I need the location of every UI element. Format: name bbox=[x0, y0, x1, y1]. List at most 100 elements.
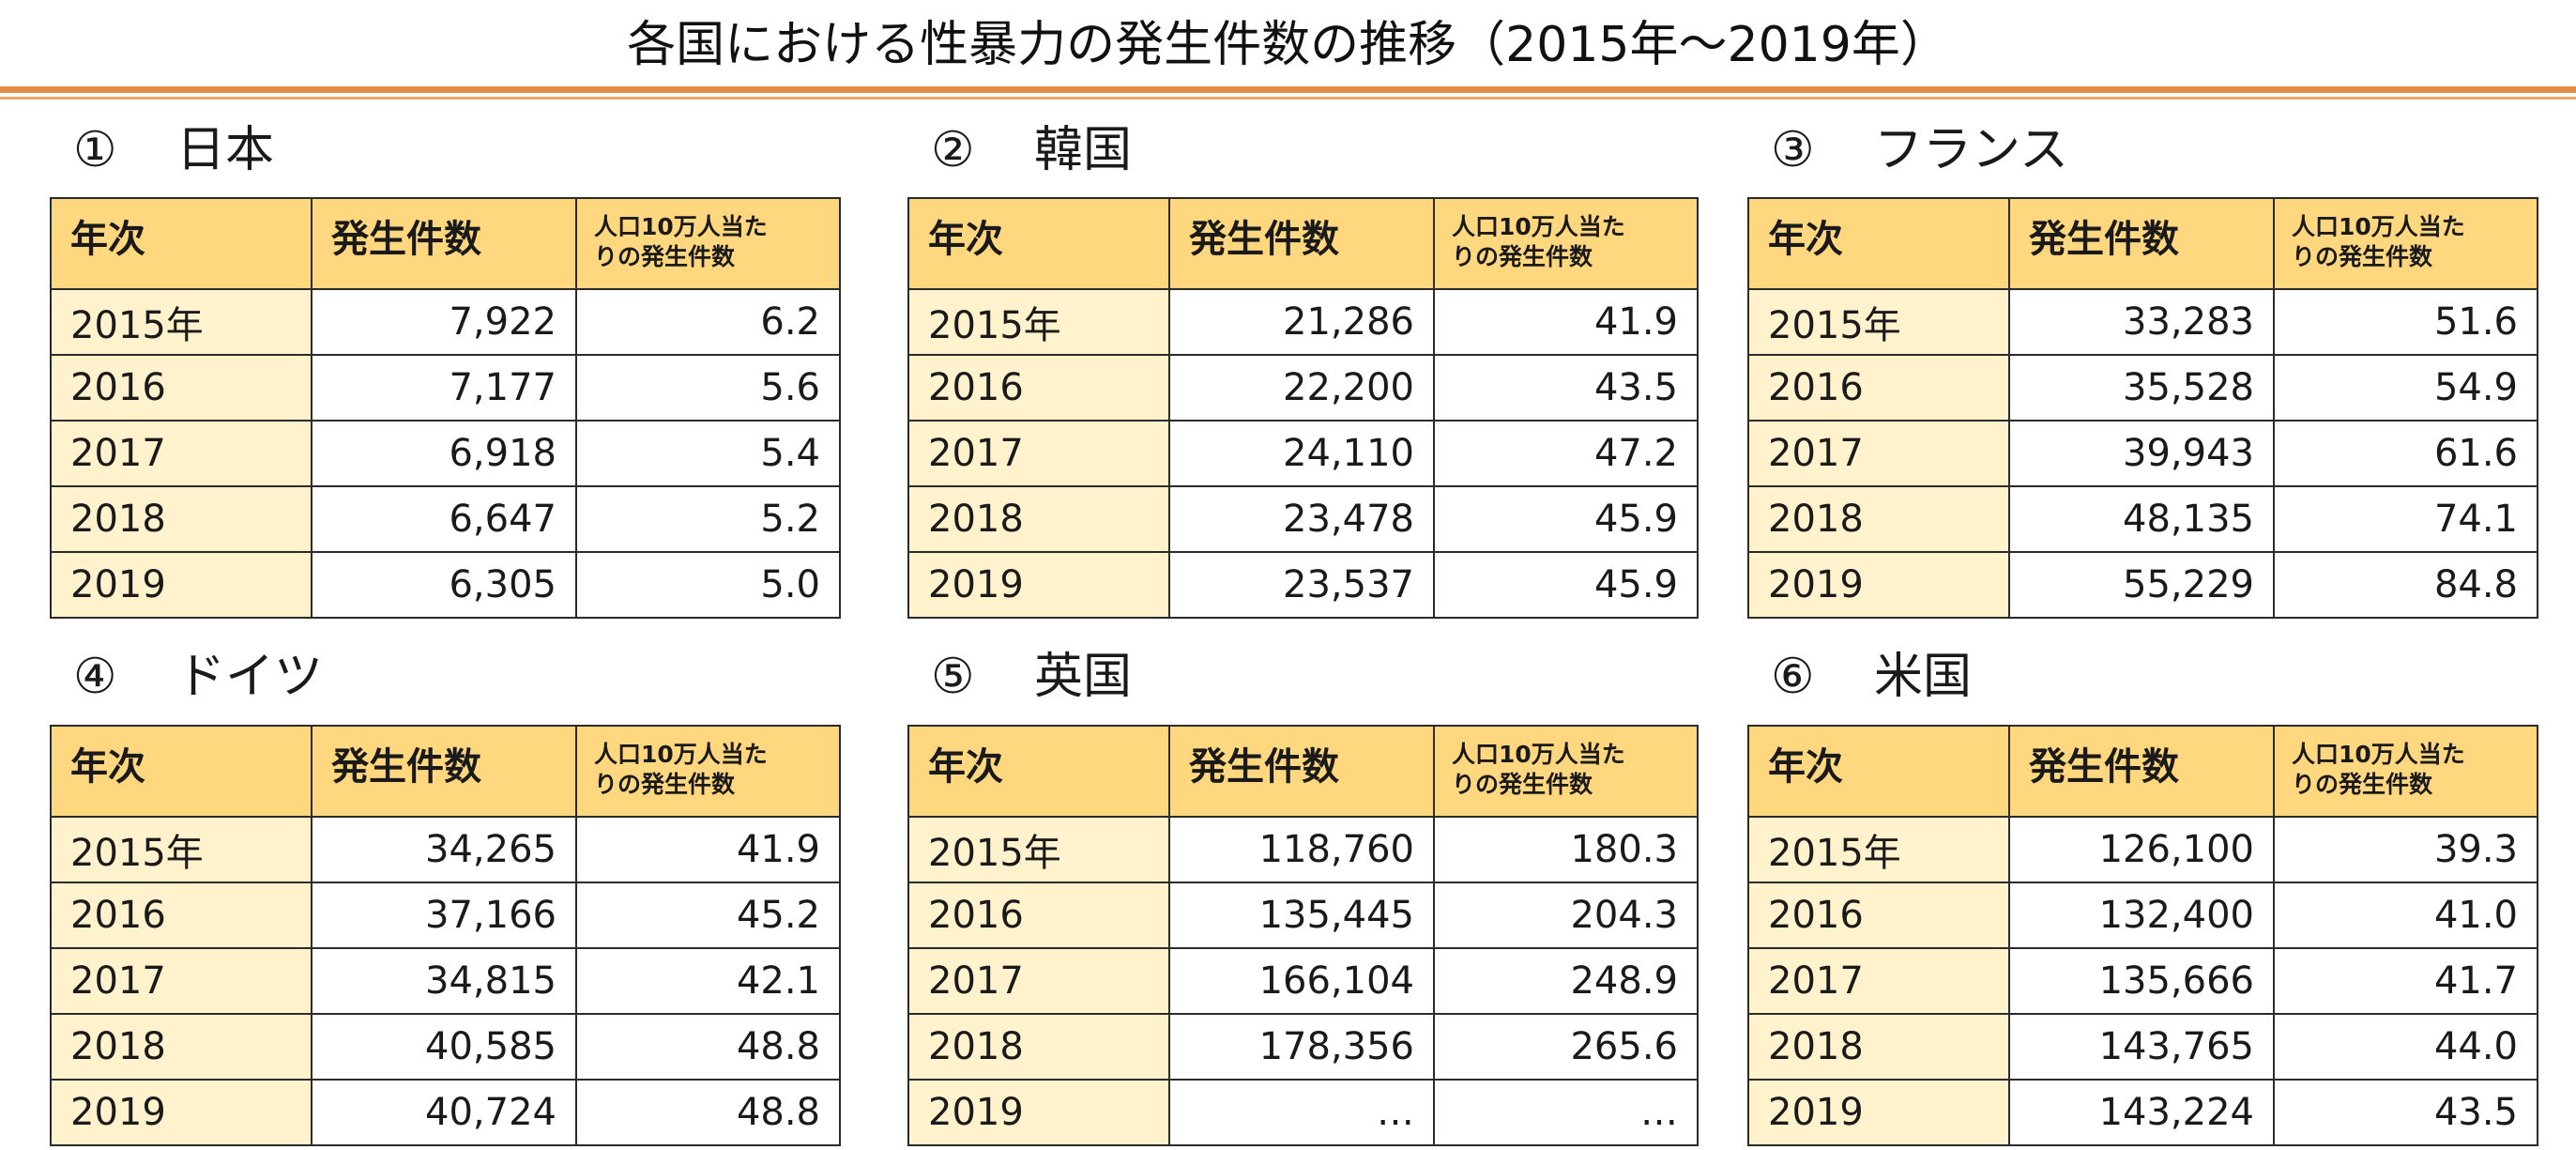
table-row: 2019 55,229 84.8 bbox=[1747, 551, 2538, 619]
year-column-header: 年次 bbox=[907, 197, 1170, 290]
table-row: 2017 39,943 61.6 bbox=[1747, 420, 2538, 487]
year-cell: 2016 bbox=[50, 882, 312, 949]
year-cell: 2016 bbox=[907, 354, 1170, 422]
country-number: ⑤ bbox=[931, 649, 975, 705]
country-heading: ⑤ 英国 bbox=[931, 644, 1132, 710]
year-cell: 2017 bbox=[50, 420, 312, 487]
rate-cell: 48.8 bbox=[575, 1013, 841, 1081]
rate-cell: 41.0 bbox=[2273, 882, 2538, 949]
rate-cell: 48.8 bbox=[575, 1079, 841, 1146]
year-cell: 2017 bbox=[1747, 947, 2010, 1015]
country-stat-table: 年次 発生件数 人口10万人当た りの発生件数 2015年 34,265 41.9 2016 3… bbox=[50, 725, 841, 1146]
table-row: 2018 6,647 5.2 bbox=[50, 485, 841, 553]
year-cell: 2018 bbox=[1747, 1013, 2010, 1081]
country-stat-table: 年次 発生件数 人口10万人当た りの発生件数 2015年 21,286 41.9 2016 2… bbox=[907, 197, 1699, 619]
country-name: 日本 bbox=[176, 122, 275, 178]
year-column-header: 年次 bbox=[907, 725, 1170, 818]
table-header-row: 年次 発生件数 人口10万人当た りの発生件数 bbox=[1747, 197, 2538, 290]
country-heading: ③ フランス bbox=[1771, 117, 2068, 183]
rate-cell: 39.3 bbox=[2273, 816, 2538, 883]
year-cell: 2015年 bbox=[907, 816, 1170, 883]
table-row: 2019 40,724 48.8 bbox=[50, 1079, 841, 1146]
rate-header-line2: りの発生件数 bbox=[2292, 771, 2433, 798]
table-row: 2018 143,765 44.0 bbox=[1747, 1013, 2538, 1081]
table-row: 2016 22,200 43.5 bbox=[907, 354, 1699, 422]
rate-cell: 41.7 bbox=[2273, 947, 2538, 1015]
table-row: 2016 35,528 54.9 bbox=[1747, 354, 2538, 422]
country-heading: ② 韓国 bbox=[931, 117, 1132, 183]
rate-cell: 5.2 bbox=[575, 485, 841, 553]
year-cell: 2017 bbox=[907, 420, 1170, 487]
rate-cell: 44.0 bbox=[2273, 1013, 2538, 1081]
rate-cell: 5.0 bbox=[575, 551, 841, 619]
rate-cell: 51.6 bbox=[2273, 288, 2538, 356]
rate-column-header: 人口10万人当た りの発生件数 bbox=[2273, 197, 2538, 290]
rate-cell: 47.2 bbox=[1433, 420, 1699, 487]
table-row: 2018 23,478 45.9 bbox=[907, 485, 1699, 553]
rate-header-line1: 人口10万人当た bbox=[1452, 213, 1625, 240]
count-cell: 37,166 bbox=[311, 882, 577, 949]
count-cell: 35,528 bbox=[2008, 354, 2275, 422]
table-header-row: 年次 発生件数 人口10万人当た りの発生件数 bbox=[50, 725, 841, 818]
rate-header-line2: りの発生件数 bbox=[1452, 771, 1593, 798]
year-column-header: 年次 bbox=[1747, 197, 2010, 290]
table-row: 2018 40,585 48.8 bbox=[50, 1013, 841, 1081]
rate-column-header: 人口10万人当た りの発生件数 bbox=[575, 725, 841, 818]
year-cell: 2016 bbox=[1747, 882, 2010, 949]
country-heading: ④ ドイツ bbox=[73, 644, 323, 710]
rate-cell: 248.9 bbox=[1433, 947, 1699, 1015]
country-heading: ⑥ 米国 bbox=[1771, 644, 1972, 710]
rate-column-header: 人口10万人当た りの発生件数 bbox=[575, 197, 841, 290]
rate-cell: 54.9 bbox=[2273, 354, 2538, 422]
count-cell: 23,478 bbox=[1168, 485, 1435, 553]
table-header-row: 年次 発生件数 人口10万人当た りの発生件数 bbox=[907, 197, 1699, 290]
count-cell: 126,100 bbox=[2008, 816, 2275, 883]
title-divider-thin bbox=[0, 97, 2576, 100]
table-row: 2015年 34,265 41.9 bbox=[50, 816, 841, 883]
year-cell: 2017 bbox=[907, 947, 1170, 1015]
year-column-header: 年次 bbox=[50, 197, 312, 290]
country-heading: ① 日本 bbox=[73, 117, 274, 183]
year-cell: 2018 bbox=[1747, 485, 2010, 553]
year-cell: 2019 bbox=[50, 1079, 312, 1146]
table-row: 2016 37,166 45.2 bbox=[50, 882, 841, 949]
rate-cell: 5.4 bbox=[575, 420, 841, 487]
year-cell: 2016 bbox=[1747, 354, 2010, 422]
year-cell: 2018 bbox=[50, 1013, 312, 1081]
table-row: 2015年 118,760 180.3 bbox=[907, 816, 1699, 883]
rate-cell: 43.5 bbox=[1433, 354, 1699, 422]
rate-cell: 41.9 bbox=[575, 816, 841, 883]
country-stat-table: 年次 発生件数 人口10万人当た りの発生件数 2015年 126,100 39.3 2016… bbox=[1747, 725, 2538, 1146]
table-row: 2018 48,135 74.1 bbox=[1747, 485, 2538, 553]
table-row: 2016 7,177 5.6 bbox=[50, 354, 841, 422]
rate-cell: 84.8 bbox=[2273, 551, 2538, 619]
rate-cell: 43.5 bbox=[2273, 1079, 2538, 1146]
year-column-header: 年次 bbox=[1747, 725, 2010, 818]
year-cell: 2018 bbox=[907, 485, 1170, 553]
year-cell: 2018 bbox=[50, 485, 312, 553]
table-row: 2019…… bbox=[907, 1079, 1699, 1146]
count-cell: 24,110 bbox=[1168, 420, 1435, 487]
title-divider-thick bbox=[0, 86, 2576, 93]
year-cell: 2016 bbox=[50, 354, 312, 422]
rate-column-header: 人口10万人当た りの発生件数 bbox=[1433, 197, 1699, 290]
country-name: 韓国 bbox=[1034, 122, 1133, 178]
count-cell: 39,943 bbox=[2008, 420, 2275, 487]
country-number: ⑥ bbox=[1771, 649, 1815, 705]
rate-header-line2: りの発生件数 bbox=[1452, 243, 1593, 270]
year-cell: 2015年 bbox=[50, 816, 312, 883]
count-cell: 21,286 bbox=[1168, 288, 1435, 356]
count-cell: 7,922 bbox=[311, 288, 577, 356]
country-name: フランス bbox=[1874, 122, 2068, 178]
count-cell: 6,918 bbox=[311, 420, 577, 487]
table-header-row: 年次 発生件数 人口10万人当た りの発生件数 bbox=[907, 725, 1699, 818]
table-header-row: 年次 発生件数 人口10万人当た りの発生件数 bbox=[50, 197, 841, 290]
year-cell: 2017 bbox=[1747, 420, 2010, 487]
country-number: ③ bbox=[1771, 122, 1815, 178]
year-cell: 2015年 bbox=[907, 288, 1170, 356]
country-number: ④ bbox=[73, 649, 117, 705]
count-cell: 55,229 bbox=[2008, 551, 2275, 619]
count-cell: 40,585 bbox=[311, 1013, 577, 1081]
count-cell: 33,283 bbox=[2008, 288, 2275, 356]
table-row: 2015年 33,283 51.6 bbox=[1747, 288, 2538, 356]
